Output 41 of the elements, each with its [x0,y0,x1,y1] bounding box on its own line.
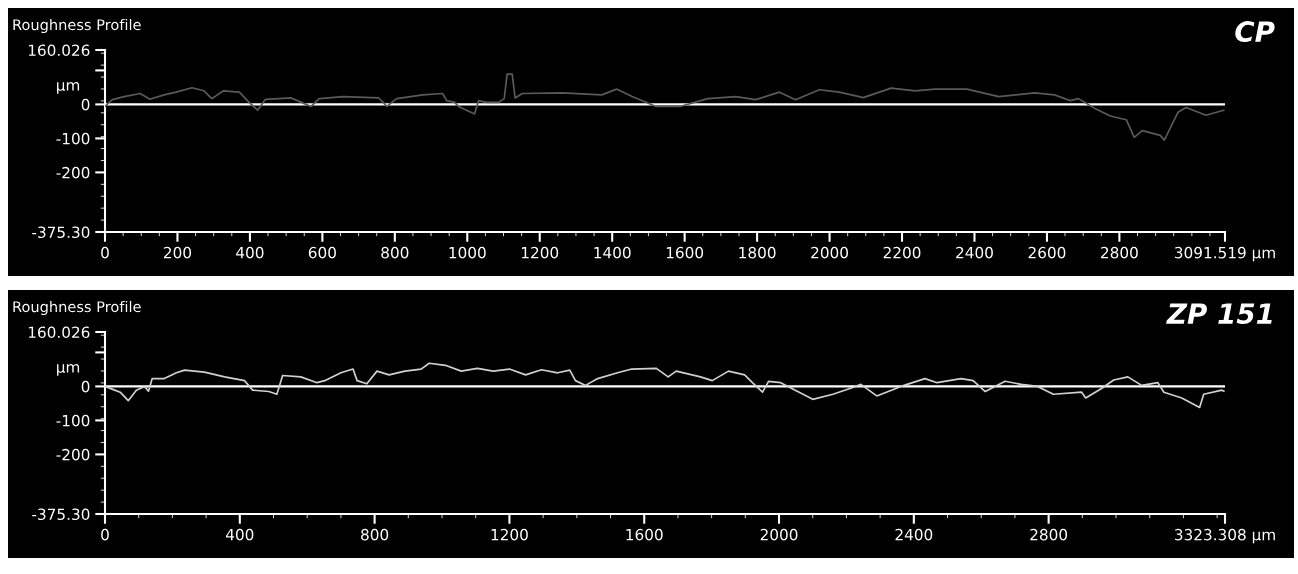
x-tick-label: 0 [101,246,109,259]
x-tick-label: 2200 [883,246,921,259]
x-tick-label: 2000 [760,528,798,541]
y-axis-title: µm [57,82,80,94]
x-tick-label: 2000 [811,246,848,259]
y-tick-label: 160.026 [28,326,90,339]
x-tick-label: 1600 [666,246,704,259]
x-tick-label: 2400 [956,246,993,259]
x-tick-label: 1000 [449,246,486,259]
y-tick-label: 160.026 [28,44,90,57]
x-tick-label: 2800 [1030,528,1068,541]
y-tick-label: -200 [56,448,90,461]
x-tick-label: 400 [225,528,254,541]
y-tick-label: -200 [56,166,90,179]
x-tick-label: 200 [164,246,192,259]
x-tick-label: 2800 [1101,246,1138,259]
y-tick-label: 0 [81,380,90,393]
x-tick-label: 3091.519 µm [1174,246,1275,262]
x-tick-label: 1600 [626,528,663,541]
y-tick-label: 0 [81,98,90,111]
text: CP [1235,21,1275,43]
y-tick-label: -100 [56,414,90,427]
x-tick-label: 800 [381,246,409,259]
chart-title: Roughness Profile [13,300,141,316]
x-tick-label: 800 [361,528,389,541]
chart-title: Roughness Profile [13,18,141,34]
x-tick-label: 2600 [1028,246,1066,259]
x-tick-label: 0 [101,528,109,541]
x-tick-label: 1200 [521,246,559,259]
y-tick-label: -375.30 [32,226,90,239]
x-tick-label: 2400 [895,528,933,541]
x-tick-label: 1200 [491,528,528,541]
y-tick-label: -375.30 [32,508,90,521]
y-tick-label: -100 [56,132,90,145]
x-tick-label: 600 [308,246,336,259]
x-tick-label: 400 [236,246,264,259]
y-axis-title: µm [57,364,80,376]
x-tick-label: 3323.308 µm [1174,528,1275,544]
text: ZP 151 [1166,303,1272,325]
x-tick-label: 1800 [739,246,776,259]
x-tick-label: 1400 [594,246,631,259]
